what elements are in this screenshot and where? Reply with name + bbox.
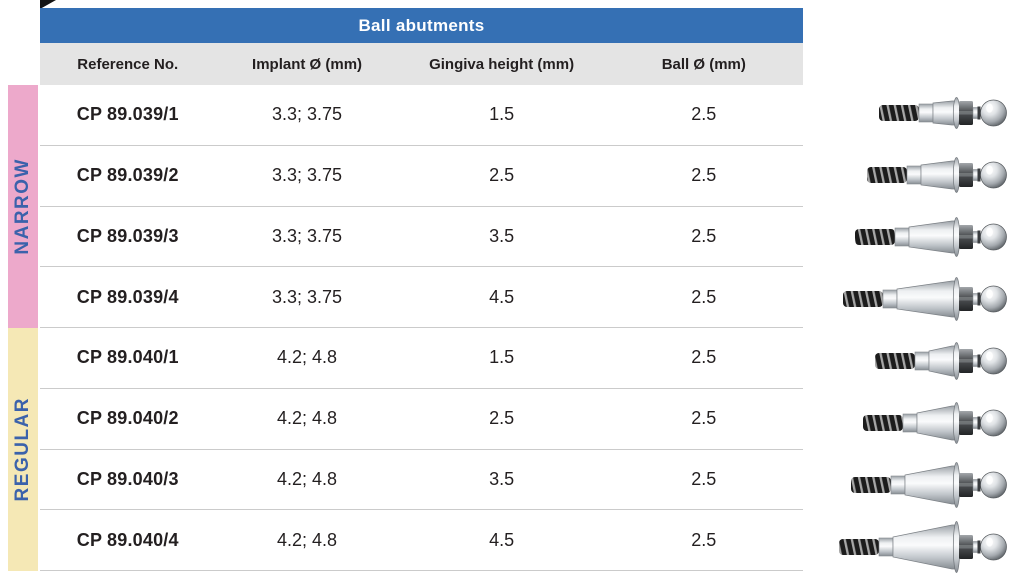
cell-gingiva-height: 4.5: [489, 529, 515, 550]
cell-implant-diameter: 3.3; 3.75: [272, 286, 343, 307]
group-strip-narrow: NARROW: [8, 85, 38, 328]
ball-abutment-photo-narrow-3: [806, 206, 1024, 268]
cell-gingiva-height: 2.5: [489, 408, 515, 429]
cell-ball-diameter: 2.5: [691, 286, 717, 307]
cell-reference-no: CP 89.039/3: [76, 225, 179, 246]
ball-abutment-photo-regular-2: [806, 392, 1024, 454]
cell-reference-no: CP 89.040/1: [76, 347, 179, 368]
cell-reference-no: CP 89.039/4: [76, 286, 179, 307]
cell-gingiva-height: 3.5: [489, 225, 515, 246]
cell-implant-diameter: 4.2; 4.8: [277, 347, 338, 368]
table-header-row: Reference No. Implant Ø (mm) Gingiva heigh…: [40, 43, 803, 85]
table-row: CP 89.039/1 3.3; 3.75 1.5 2.5: [40, 85, 803, 146]
table-row: CP 89.039/3 3.3; 3.75 3.5 2.5: [40, 206, 803, 268]
cell-reference-no: CP 89.039/2: [76, 165, 179, 186]
table-body: CP 89.039/1 3.3; 3.75 1.5 2.5 CP 89.039/2 3.3…: [40, 85, 803, 571]
table-row: CP 89.039/2 3.3; 3.75 2.5 2.5: [40, 145, 803, 207]
cell-implant-diameter: 3.3; 3.75: [272, 104, 343, 125]
column-header-reference-no: Reference No.: [77, 55, 179, 73]
cell-implant-diameter: 4.2; 4.8: [277, 529, 338, 550]
table-row: CP 89.040/4 4.2; 4.8 4.5 2.5: [40, 510, 803, 571]
cell-implant-diameter: 4.2; 4.8: [277, 408, 338, 429]
cell-ball-diameter: 2.5: [691, 225, 717, 246]
cell-gingiva-height: 2.5: [489, 165, 515, 186]
page-corner-mark: [40, 0, 56, 9]
column-header-gingiva-height-mm: Gingiva height (mm): [429, 55, 575, 73]
ball-abutment-photo-regular-3: [806, 454, 1024, 516]
column-header-implant-mm: Implant Ø (mm): [252, 55, 363, 73]
cell-implant-diameter: 4.2; 4.8: [277, 468, 338, 489]
cell-reference-no: CP 89.040/4: [76, 529, 179, 550]
cell-ball-diameter: 2.5: [691, 347, 717, 368]
table-title: Ball abutments: [358, 15, 485, 35]
column-header-ball-mm: Ball Ø (mm): [661, 55, 746, 73]
ball-abutment-photo-narrow-4: [806, 268, 1024, 330]
group-label: REGULAR: [12, 397, 33, 502]
cell-ball-diameter: 2.5: [691, 104, 717, 125]
group-strip-regular: REGULAR: [8, 328, 38, 571]
table-row: CP 89.040/3 4.2; 4.8 3.5 2.5: [40, 449, 803, 511]
group-strips: NARROW REGULAR: [8, 85, 38, 571]
cell-ball-diameter: 2.5: [691, 165, 717, 186]
cell-ball-diameter: 2.5: [691, 529, 717, 550]
table-row: CP 89.040/1 4.2; 4.8 1.5 2.5: [40, 328, 803, 389]
ball-abutment-photo-narrow-2: [806, 144, 1024, 206]
cell-reference-no: CP 89.040/2: [76, 408, 179, 429]
cell-ball-diameter: 2.5: [691, 408, 717, 429]
cell-gingiva-height: 3.5: [489, 468, 515, 489]
ball-abutment-photo-narrow-1: [806, 82, 1024, 144]
cell-gingiva-height: 1.5: [489, 104, 515, 125]
cell-gingiva-height: 1.5: [489, 347, 515, 368]
table-row: CP 89.039/4 3.3; 3.75 4.5 2.5: [40, 267, 803, 328]
ball-abutment-photo-regular-4: [806, 516, 1024, 578]
cell-implant-diameter: 3.3; 3.75: [272, 225, 343, 246]
group-label: NARROW: [12, 158, 33, 255]
cell-implant-diameter: 3.3; 3.75: [272, 165, 343, 186]
table-row: CP 89.040/2 4.2; 4.8 2.5 2.5: [40, 388, 803, 450]
cell-reference-no: CP 89.039/1: [76, 104, 179, 125]
ball-abutment-photo-regular-1: [806, 330, 1024, 392]
cell-reference-no: CP 89.040/3: [76, 468, 179, 489]
table-title-bar: Ball abutments: [40, 8, 803, 43]
cell-gingiva-height: 4.5: [489, 286, 515, 307]
abutment-illustrations-column: [806, 82, 1024, 574]
cell-ball-diameter: 2.5: [691, 468, 717, 489]
